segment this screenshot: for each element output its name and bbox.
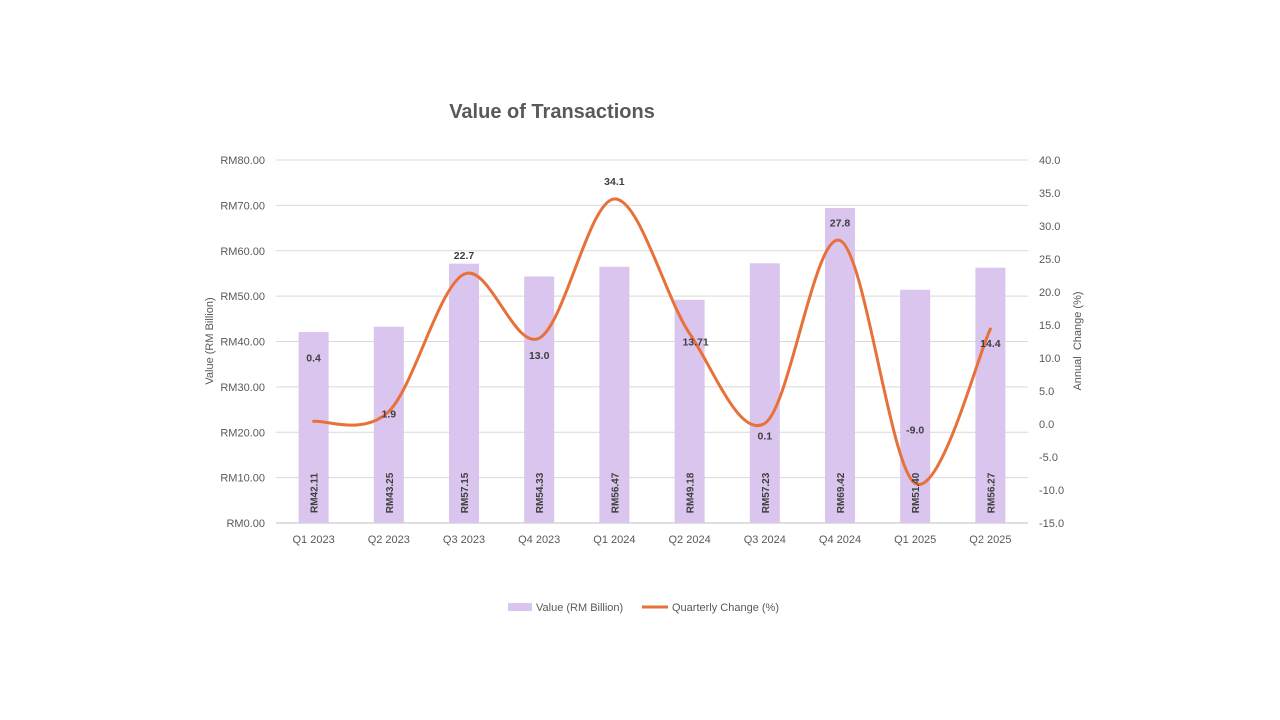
y-tick-label: RM30.00: [220, 382, 265, 394]
bar: [524, 276, 555, 523]
legend: Value (RM Billion) Quarterly Change (%): [508, 602, 779, 614]
bar-data-label: RM57.15: [460, 472, 471, 513]
axes: RM0.00 RM10.00 RM20.00 RM30.00 RM40.00 RM50.0…: [220, 155, 1064, 546]
chart-title: Value of Transactions: [449, 101, 655, 123]
line-data-label: 14.4: [980, 338, 1001, 350]
x-tick-label: Q1 2024: [593, 534, 635, 546]
x-tick-label: Q2 2025: [969, 534, 1011, 546]
y-tick-label: RM40.00: [220, 337, 265, 349]
bar: [975, 267, 1006, 523]
bar: [674, 299, 705, 523]
bar: [298, 331, 329, 523]
legend-line-label: Quarterly Change (%): [672, 602, 779, 614]
line-data-label: 13.0: [529, 350, 550, 362]
data-labels: RM42.11 RM43.25 RM57.15 RM54.33 RM56.47 RM49.…: [306, 176, 1000, 513]
y2-tick-label: 15.0: [1039, 320, 1060, 332]
line-data-label: 0.1: [757, 430, 772, 442]
y-tick-label: RM70.00: [220, 200, 265, 212]
y2-tick-label: 0.0: [1039, 419, 1054, 431]
line-data-label: 22.7: [454, 250, 475, 262]
bar-data-label: RM57.23: [761, 472, 772, 513]
bar: [749, 263, 780, 523]
legend-bar-swatch: [508, 603, 532, 611]
bar-data-label: RM69.42: [836, 472, 847, 513]
y-tick-label: RM20.00: [220, 427, 265, 439]
bar: [599, 266, 630, 523]
y2-tick-label: -10.0: [1039, 485, 1064, 497]
y2-tick-label: 25.0: [1039, 254, 1060, 266]
y2-tick-label: 35.0: [1039, 188, 1060, 200]
y-tick-label: RM0.00: [226, 518, 265, 530]
x-tick-label: Q4 2024: [819, 534, 861, 546]
bar-data-label: RM56.47: [610, 472, 621, 513]
bar-data-label: RM56.27: [986, 472, 997, 513]
x-tick-label: Q3 2024: [744, 534, 786, 546]
y2-tick-label: 20.0: [1039, 287, 1060, 299]
legend-bar-label: Value (RM Billion): [536, 602, 623, 614]
line-data-label: 27.8: [830, 218, 851, 230]
y2-tick-label: 10.0: [1039, 353, 1060, 365]
line-data-label: 34.1: [604, 176, 625, 188]
line-data-label: 1.9: [381, 408, 396, 420]
x-tick-label: Q4 2023: [518, 534, 560, 546]
x-tick-label: Q2 2023: [368, 534, 410, 546]
line-data-label: -9.0: [906, 424, 924, 436]
line-data-label: 13.71: [682, 337, 708, 349]
x-tick-label: Q3 2023: [443, 534, 485, 546]
bar-data-label: RM54.33: [535, 472, 546, 513]
bar-data-label: RM51.40: [911, 472, 922, 513]
bar-data-label: RM42.11: [310, 473, 321, 513]
y-tick-label: RM50.00: [220, 291, 265, 303]
line-data-label: 0.4: [306, 352, 321, 364]
line-series: [312, 197, 992, 486]
y-tick-label: RM10.00: [220, 473, 265, 485]
y2-tick-label: 30.0: [1039, 221, 1060, 233]
bar-data-label: RM49.18: [686, 472, 697, 513]
bar: [449, 263, 479, 523]
y2-axis-title: Annual Change (%): [1072, 291, 1084, 390]
y-axis-title: Value (RM Billion): [204, 297, 216, 384]
y2-tick-label: 5.0: [1039, 386, 1054, 398]
y2-tick-label: 40.0: [1039, 155, 1060, 167]
line-series-path: [312, 197, 992, 486]
x-tick-label: Q2 2024: [668, 534, 710, 546]
x-tick-label: Q1 2023: [292, 534, 334, 546]
bar-data-label: RM43.25: [385, 472, 396, 513]
y2-tick-label: -5.0: [1039, 452, 1058, 464]
bars: [298, 208, 1006, 523]
y-tick-label: RM80.00: [220, 155, 265, 167]
y2-tick-label: -15.0: [1039, 518, 1064, 530]
y-tick-label: RM60.00: [220, 246, 265, 258]
bar: [825, 208, 855, 523]
bar: [373, 326, 404, 523]
x-tick-label: Q1 2025: [894, 534, 936, 546]
